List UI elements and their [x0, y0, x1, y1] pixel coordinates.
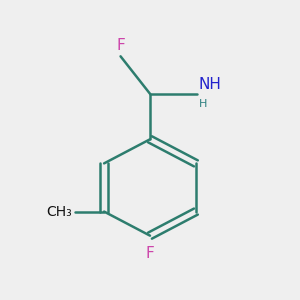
Text: NH: NH — [199, 76, 221, 92]
Text: F: F — [146, 246, 154, 261]
Text: F: F — [116, 38, 125, 53]
Text: H: H — [199, 99, 207, 109]
Text: CH₃: CH₃ — [46, 205, 72, 219]
